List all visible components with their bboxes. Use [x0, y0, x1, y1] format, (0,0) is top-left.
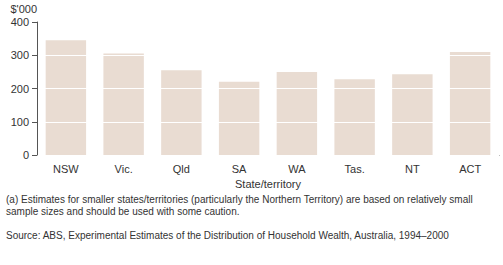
- svg-text:WA: WA: [288, 163, 306, 175]
- svg-text:(a) Estimates for smaller stat: (a) Estimates for smaller states/territo…: [6, 194, 475, 205]
- svg-text:sample sizes and should be use: sample sizes and should be used with som…: [6, 206, 239, 217]
- svg-text:SA: SA: [232, 163, 247, 175]
- svg-text:Tas.: Tas.: [345, 163, 365, 175]
- svg-text:Source: ABS, Experimental Esti: Source: ABS, Experimental Estimates of t…: [6, 230, 449, 241]
- svg-text:0: 0: [23, 149, 29, 161]
- svg-text:200: 200: [11, 83, 29, 95]
- svg-text:Vic.: Vic.: [115, 163, 133, 175]
- svg-text:State/territory: State/territory: [235, 178, 302, 190]
- svg-text:400: 400: [11, 16, 29, 28]
- svg-text:100: 100: [11, 116, 29, 128]
- svg-text:NSW: NSW: [53, 163, 79, 175]
- svg-text:300: 300: [11, 49, 29, 61]
- svg-text:$'000: $'000: [10, 3, 37, 15]
- svg-text:ACT: ACT: [459, 163, 481, 175]
- svg-text:NT: NT: [405, 163, 420, 175]
- svg-text:Qld: Qld: [173, 163, 190, 175]
